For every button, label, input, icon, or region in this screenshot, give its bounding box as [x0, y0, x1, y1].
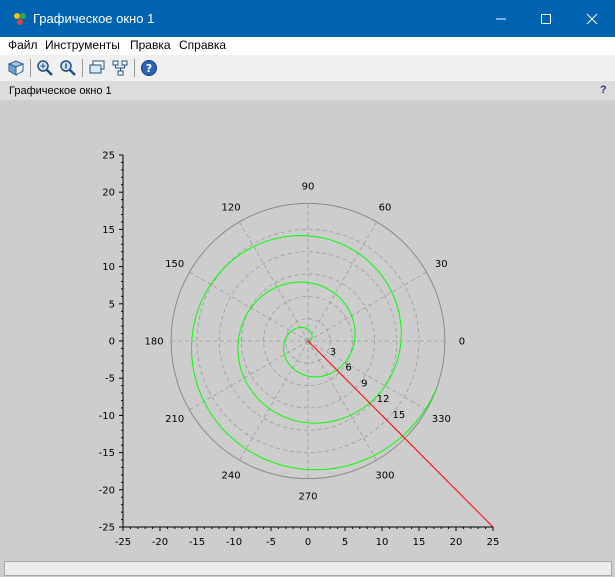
- x-tick-label: -5: [266, 537, 276, 548]
- angle-label: 0: [459, 337, 465, 348]
- help-button[interactable]: ?: [139, 58, 159, 78]
- polar-spoke: [307, 271, 427, 342]
- polar-spoke: [189, 271, 309, 342]
- y-tick-label: -15: [99, 448, 115, 459]
- tree-button[interactable]: [110, 58, 130, 78]
- polar-grid-circle: [196, 228, 420, 453]
- polar-plot: 03060901201501802102402703003303691215-2…: [99, 151, 500, 549]
- info-help-icon[interactable]: ?: [600, 84, 607, 96]
- minimize-button[interactable]: [478, 0, 524, 37]
- angle-label: 330: [432, 414, 451, 425]
- angle-label: 150: [165, 259, 184, 270]
- angle-label: 120: [221, 202, 240, 213]
- window-title: Графическое окно 1: [33, 11, 155, 26]
- y-tick-label: -10: [99, 411, 115, 422]
- x-tick-label: 0: [305, 537, 311, 548]
- maximize-icon: [541, 14, 551, 24]
- maximize-button[interactable]: [523, 0, 569, 37]
- x-tick-label: 25: [487, 537, 500, 548]
- y-tick-label: -25: [99, 523, 115, 534]
- y-tick-label: 0: [109, 337, 115, 348]
- angle-label: 210: [165, 414, 184, 425]
- svg-text:?: ?: [146, 62, 152, 75]
- polar-spoke: [189, 340, 309, 411]
- help-icon: ?: [141, 60, 157, 76]
- toolbar-separator: [134, 59, 135, 77]
- tree-icon: [112, 60, 128, 76]
- polar-spoke: [307, 340, 377, 461]
- y-tick-label: 20: [102, 188, 115, 199]
- scilab-app-icon: [14, 13, 26, 25]
- menu-bar: Файл Инструменты Правка Справка: [0, 37, 615, 55]
- radial-label: 6: [345, 363, 351, 374]
- plot-canvas[interactable]: 0 30 60 90 120 150 180 210 240 270 300 330 3 6 9 12 15 -2…: [5, 100, 610, 559]
- zoom-reset-icon: [60, 60, 76, 76]
- polar-spoke: [239, 221, 309, 342]
- zoom-reset-button[interactable]: [58, 58, 78, 78]
- x-tick-label: -15: [189, 537, 205, 548]
- toolbar-separator: [82, 59, 83, 77]
- minimize-icon: [496, 18, 506, 20]
- x-tick-label: 15: [413, 537, 426, 548]
- angle-label: 180: [145, 337, 164, 348]
- datatip-button[interactable]: [87, 58, 107, 78]
- toolbar: ?: [0, 55, 615, 82]
- y-tick-label: 15: [102, 225, 115, 236]
- close-button[interactable]: [569, 0, 615, 37]
- x-tick-label: 5: [342, 537, 348, 548]
- radial-axis-line: [307, 340, 494, 528]
- title-bar[interactable]: Графическое окно 1: [0, 0, 615, 37]
- x-tick-label: -25: [115, 537, 131, 548]
- rotate-icon: [7, 60, 25, 76]
- zoom-in-icon: [37, 60, 53, 76]
- radial-label: 12: [377, 394, 390, 405]
- status-bar: [4, 561, 612, 576]
- y-tick-label: 25: [102, 151, 115, 162]
- y-tick-label: -5: [105, 374, 115, 385]
- polar-spoke: [239, 340, 309, 461]
- y-tick-label: 5: [109, 299, 115, 310]
- radial-label: 15: [392, 410, 405, 421]
- info-bar: Графическое окно 1 ?: [0, 82, 615, 100]
- angle-label: 240: [221, 471, 240, 482]
- zoom-button[interactable]: [35, 58, 55, 78]
- spiral-curve: [191, 235, 438, 471]
- radial-label: 3: [330, 347, 336, 358]
- datatip-icon: [89, 60, 105, 74]
- menu-file[interactable]: Файл: [8, 38, 38, 52]
- y-tick-label: -20: [99, 485, 115, 496]
- menu-help[interactable]: Справка: [179, 38, 227, 52]
- rotate-button[interactable]: [6, 58, 26, 78]
- x-tick-label: -10: [226, 537, 242, 548]
- angle-label: 270: [298, 491, 317, 502]
- figure-label: Графическое окно 1: [9, 85, 112, 97]
- polar-grid-circle: [218, 251, 398, 431]
- angle-label: 90: [302, 182, 315, 193]
- polar-spoke: [307, 340, 427, 411]
- x-tick-label: 10: [376, 537, 389, 548]
- polar-spoke: [307, 221, 377, 342]
- close-icon: [586, 13, 598, 25]
- angle-label: 300: [375, 471, 394, 482]
- toolbar-separator: [30, 59, 31, 77]
- x-tick-label: 20: [450, 537, 463, 548]
- x-tick-label: -20: [152, 537, 168, 548]
- angle-label: 30: [435, 259, 448, 270]
- menu-tools[interactable]: Инструменты: [45, 38, 120, 52]
- angle-label: 60: [379, 202, 392, 213]
- menu-edit[interactable]: Правка: [130, 38, 171, 52]
- y-tick-label: 10: [102, 262, 115, 273]
- radial-label: 9: [361, 378, 367, 389]
